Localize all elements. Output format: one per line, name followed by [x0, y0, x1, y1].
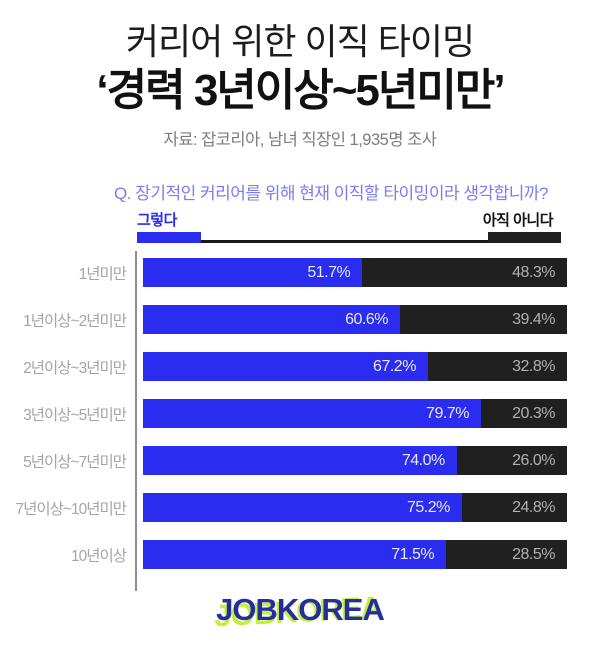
value-label-no: 48.3% [512, 263, 555, 281]
value-label-yes: 71.5% [391, 545, 435, 563]
legend-labels: 그렇다 아직 아니다 [137, 213, 561, 228]
value-label-no: 28.5% [512, 545, 555, 563]
category-label: 10년이상 [70, 547, 127, 565]
chart-row: 10년이상 71.5% 28.5% [0, 540, 600, 569]
value-label-yes: 51.7% [307, 263, 351, 281]
category-label: 5년이상~7년미만 [23, 453, 127, 471]
value-label-yes: 67.2% [373, 357, 416, 375]
legend-track [137, 232, 561, 243]
chart-row: 7년이상~10년미만 75.2% 24.8% [0, 493, 600, 522]
bar-track: 74.0% 26.0% [143, 446, 567, 475]
bar-segment-yes: 71.5% [143, 540, 447, 569]
category-label: 7년이상~10년미만 [15, 500, 127, 518]
legend-baseline [137, 240, 561, 243]
bar-segment-yes: 74.0% [143, 446, 457, 475]
bar-segment-yes: 75.2% [143, 493, 462, 522]
bar-track: 75.2% 24.8% [143, 493, 567, 522]
bar-segment-no: 20.3% [480, 399, 567, 428]
value-label-yes: 79.7% [426, 404, 469, 422]
bar-segment-no: 39.4% [399, 305, 567, 334]
stacked-bar-chart: 1년미만 51.7% 48.3% 1년이상~2년미만 60.6% 39.4% 2… [0, 251, 600, 591]
category-label: 2년이상~3년미만 [23, 359, 127, 377]
survey-question: Q. 장기적인 커리어를 위해 현재 이직할 타이밍이라 생각합니까? [114, 184, 548, 203]
bar-segment-no: 28.5% [446, 540, 567, 569]
bar-segment-no: 48.3% [362, 258, 567, 287]
category-label: 1년미만 [78, 265, 127, 283]
bar-segment-no: 26.0% [456, 446, 567, 475]
chart-row: 1년이상~2년미만 60.6% 39.4% [0, 305, 600, 334]
value-label-no: 26.0% [512, 451, 555, 469]
bar-segment-yes: 67.2% [143, 352, 428, 381]
bar-track: 60.6% 39.4% [143, 305, 567, 334]
value-label-no: 20.3% [512, 404, 555, 422]
source-caption: 자료: 잡코리아, 남녀 직장인 1,935명 조사 [163, 131, 437, 149]
bar-track: 67.2% 32.8% [143, 352, 567, 381]
bar-segment-yes: 60.6% [143, 305, 400, 334]
chart-row: 2년이상~3년미만 67.2% 32.8% [0, 352, 600, 381]
infographic-page: 커리어 위한 이직 타이밍 ‘경력 3년이상~5년미만’ 자료: 잡코리아, 남… [0, 24, 600, 648]
footer: JOBKOREA JOBKOREA [0, 590, 600, 634]
bar-track: 71.5% 28.5% [143, 540, 567, 569]
chart-row: 3년이상~5년미만 79.7% 20.3% [0, 399, 600, 428]
page-title-line2: ‘경력 3년이상~5년미만’ [96, 66, 505, 115]
legend-label-no: 아직 아니다 [482, 212, 554, 229]
chart-row: 5년이상~7년미만 74.0% 26.0% [0, 446, 600, 475]
bar-track: 51.7% 48.3% [143, 258, 567, 287]
value-label-yes: 75.2% [406, 498, 450, 516]
chart-row: 1년미만 51.7% 48.3% [0, 258, 600, 287]
bar-segment-no: 24.8% [461, 493, 567, 522]
bar-segment-yes: 79.7% [143, 399, 481, 428]
bar-track: 79.7% 20.3% [143, 399, 567, 428]
bar-segment-yes: 51.7% [143, 258, 363, 287]
legend-swatch-no [488, 232, 561, 243]
value-label-no: 32.8% [512, 357, 555, 375]
page-title-line1: 커리어 위한 이직 타이밍 [125, 21, 475, 62]
category-label: 3년이상~5년미만 [23, 406, 127, 424]
category-label: 1년이상~2년미만 [23, 312, 127, 330]
jobkorea-logo-blue-layer: JOBKOREA [216, 592, 385, 627]
jobkorea-logo: JOBKOREA JOBKOREA [213, 590, 385, 634]
value-label-yes: 60.6% [345, 310, 388, 328]
value-label-no: 24.8% [512, 498, 555, 516]
legend-label-yes: 그렇다 [137, 212, 177, 229]
value-label-no: 39.4% [512, 310, 555, 328]
bar-segment-no: 32.8% [427, 352, 567, 381]
legend-swatch-yes [137, 232, 201, 243]
y-axis-line [135, 251, 137, 591]
value-label-yes: 74.0% [401, 451, 445, 469]
chart-legend: 그렇다 아직 아니다 [137, 213, 561, 243]
